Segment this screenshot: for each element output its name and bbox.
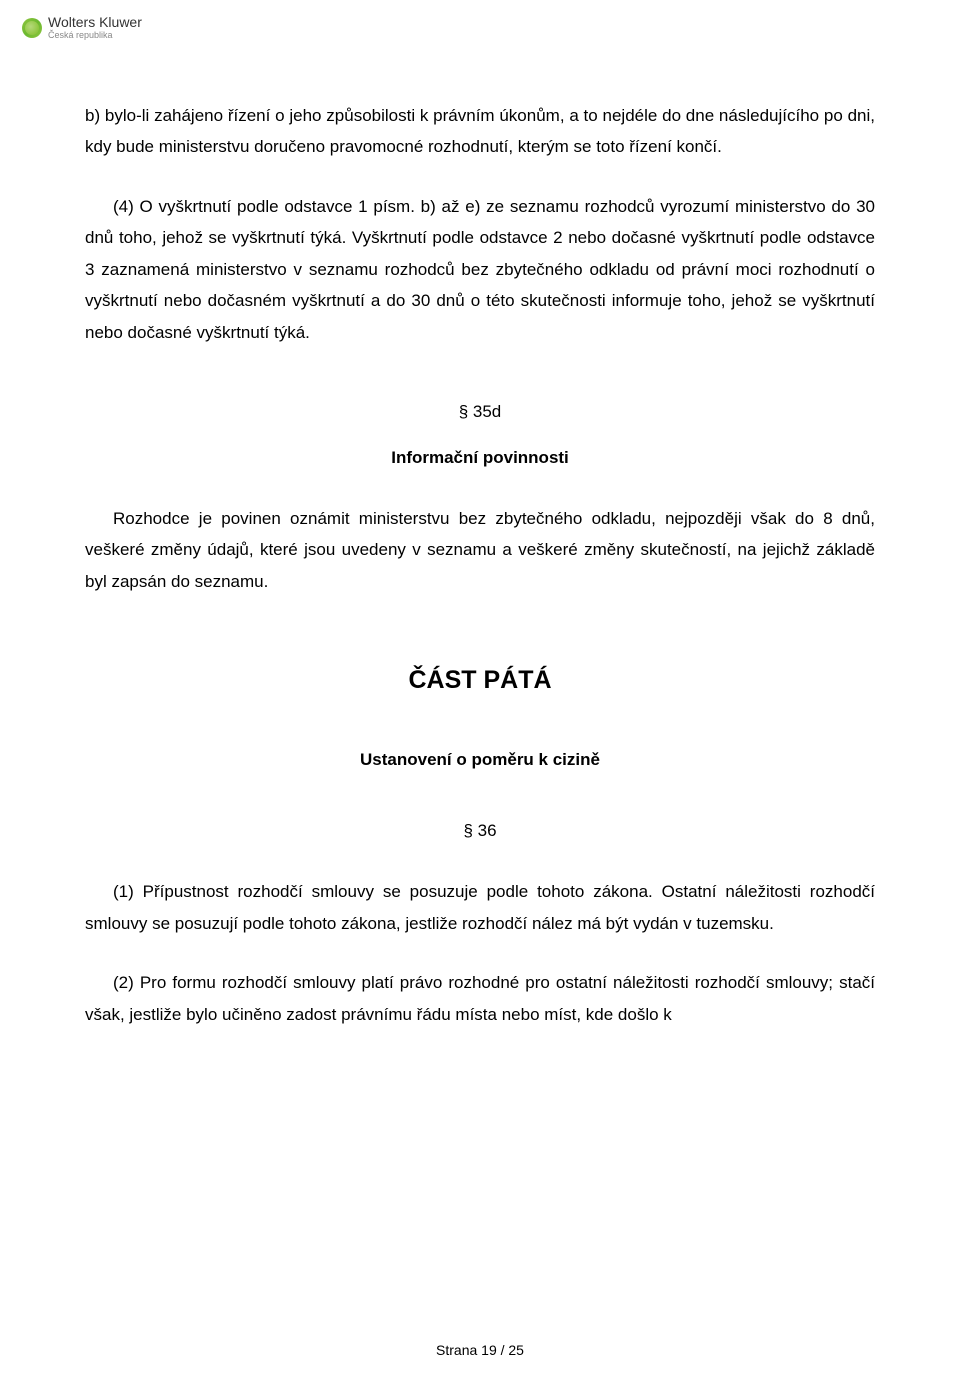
paragraph-36-2: (2) Pro formu rozhodčí smlouvy platí prá… [85, 967, 875, 1030]
section-36-number: § 36 [85, 815, 875, 846]
paragraph-b: b) bylo-li zahájeno řízení o jeho způsob… [85, 100, 875, 163]
part-five-title: ČÁST PÁTÁ [85, 657, 875, 703]
part-five-subtitle: Ustanovení o poměru k cizině [85, 744, 875, 775]
logo-main-text: Wolters Kluwer [48, 15, 142, 29]
document-body: b) bylo-li zahájeno řízení o jeho způsob… [85, 100, 875, 1058]
logo-text-block: Wolters Kluwer Česká republika [48, 15, 142, 40]
header-logo: Wolters Kluwer Česká republika [22, 15, 142, 40]
page-footer: Strana 19 / 25 [0, 1342, 960, 1358]
paragraph-4: (4) O vyškrtnutí podle odstavce 1 písm. … [85, 191, 875, 348]
wolters-kluwer-icon [22, 18, 42, 38]
paragraph-36-1: (1) Přípustnost rozhodčí smlouvy se posu… [85, 876, 875, 939]
paragraph-35d-body: Rozhodce je povinen oznámit ministerstvu… [85, 503, 875, 597]
section-35d-title: Informační povinnosti [85, 442, 875, 473]
page-number: Strana 19 / 25 [436, 1342, 524, 1358]
logo-sub-text: Česká republika [48, 31, 142, 40]
section-35d-number: § 35d [85, 396, 875, 427]
